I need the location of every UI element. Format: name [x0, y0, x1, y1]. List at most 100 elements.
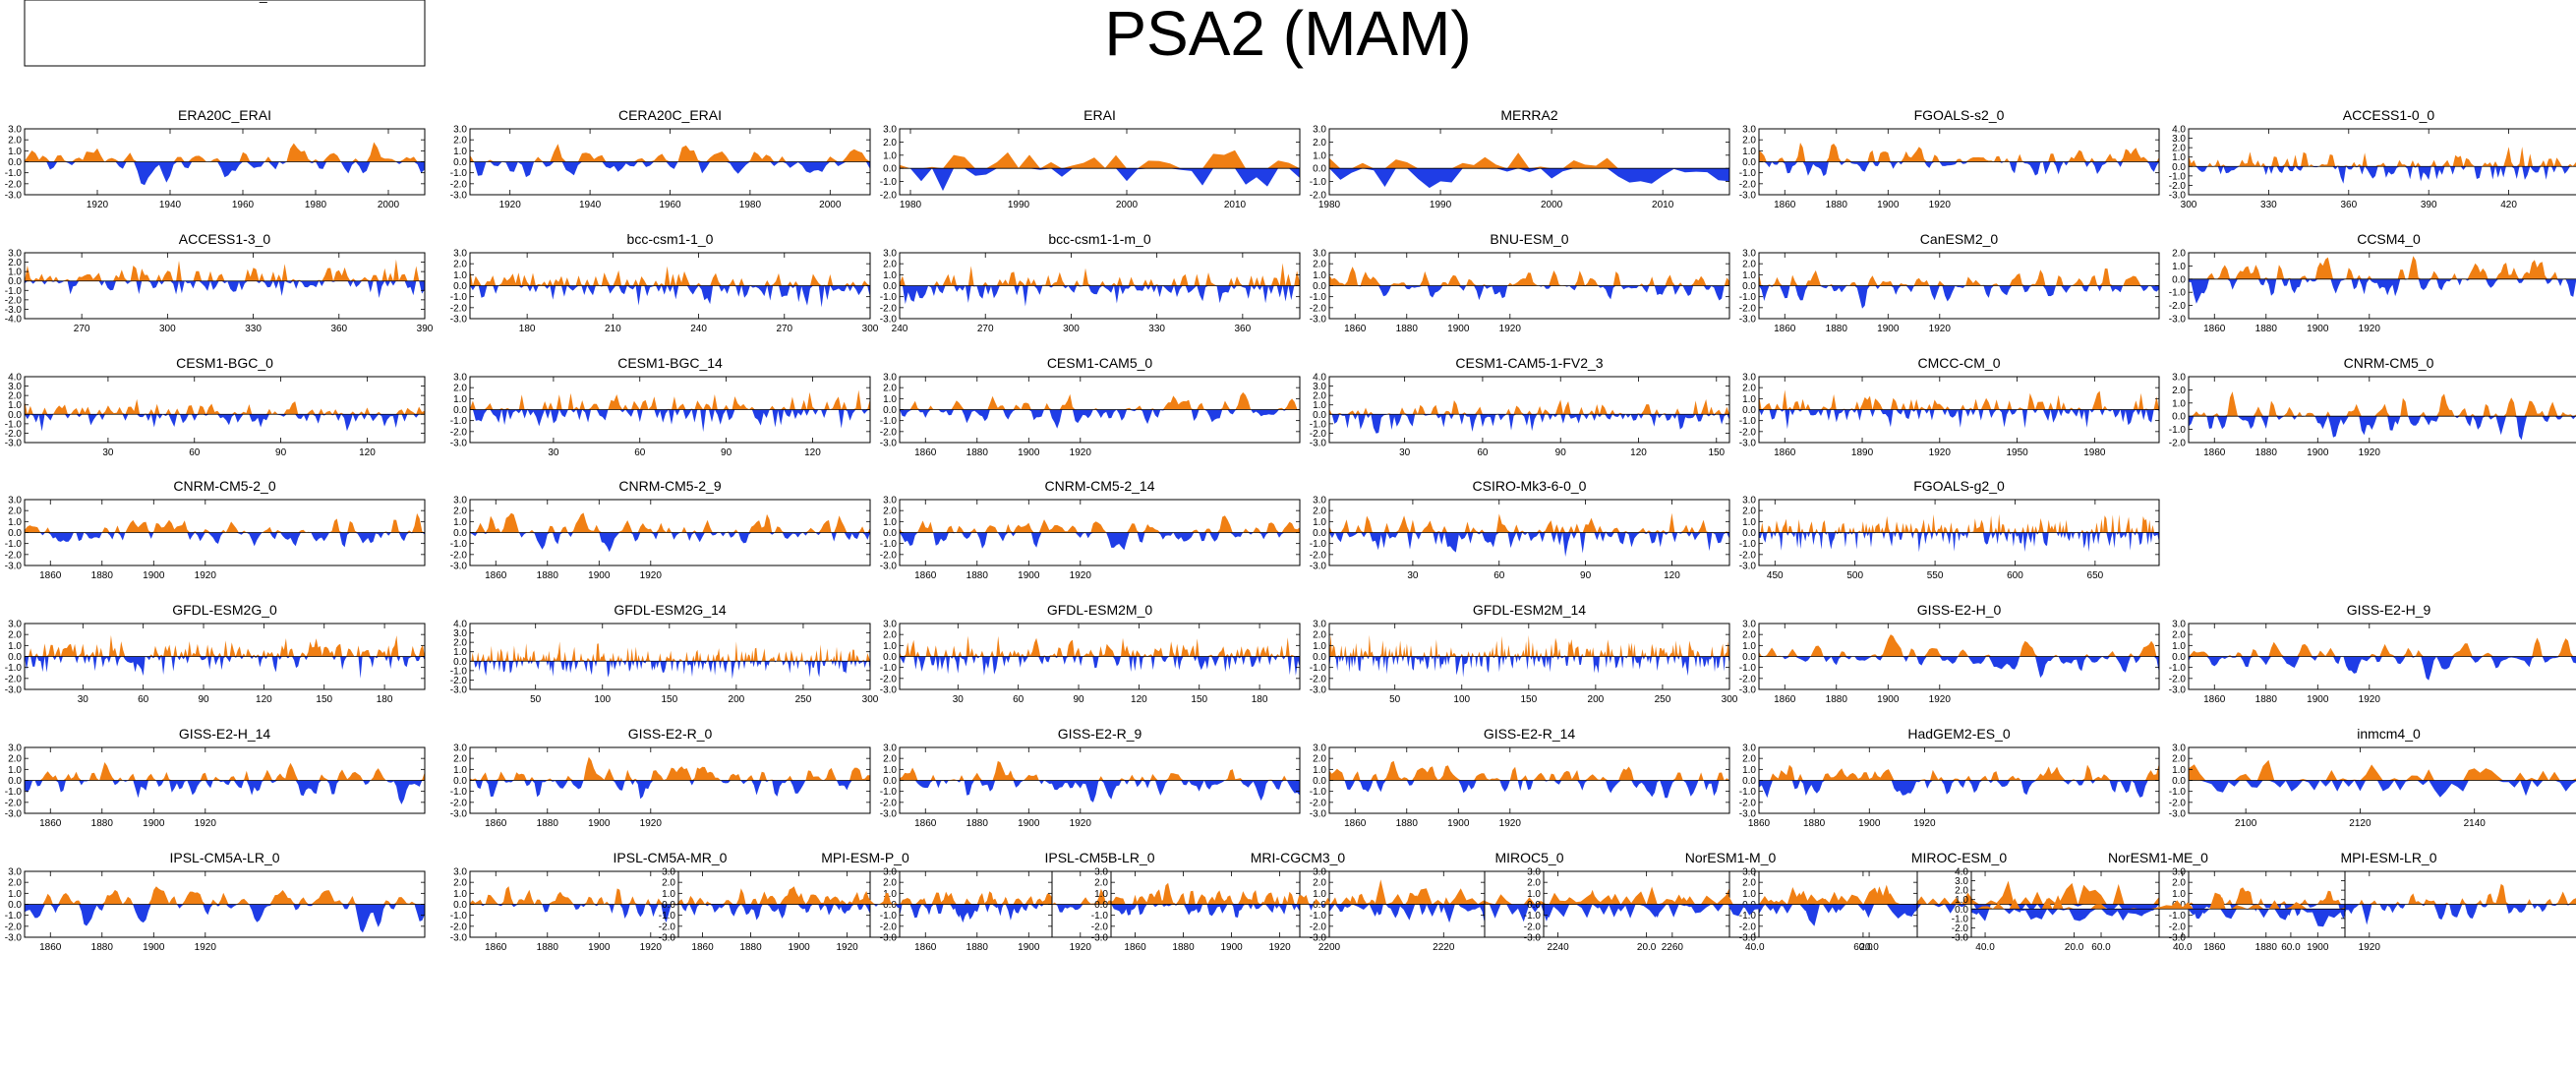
- x-tick-label: 1920: [1070, 447, 1092, 458]
- positive-area: [1329, 760, 1729, 781]
- negative-area: [678, 904, 1052, 923]
- x-tick-label: 420: [2500, 200, 2517, 210]
- panel-gfdl-esm2g-0: GFDL-ESM2G_0 3.02.01.00.0-1.0-2.0-3.0 30 60…: [5, 602, 426, 705]
- positive-area: [1759, 634, 2159, 657]
- y-tick-label: -1.0: [1310, 177, 1327, 188]
- x-tick-label: 1980: [2083, 447, 2106, 458]
- x-tick-label: 1860: [2203, 694, 2226, 705]
- positive-area: [2189, 256, 2576, 279]
- negative-area: [25, 161, 425, 186]
- panel-title: CESM1-CAM5_0: [1047, 355, 1153, 371]
- y-tick-label: 2.0: [1742, 136, 1756, 147]
- x-tick-label: 1920: [2359, 447, 2381, 458]
- panel-hadgem2-es-0: HadGEM2-ES_0 3.02.01.00.0-1.0-2.0-3.01860…: [1739, 726, 2160, 829]
- y-tick-label: 3.0: [1094, 867, 1108, 878]
- y-tick-label: 2.0: [8, 754, 22, 765]
- negative-area: [1971, 909, 2345, 927]
- x-tick-label: 300: [159, 324, 176, 334]
- panel-cmcc-cm-0: CMCC-CM_0 3.02.01.00.0-1.0-2.0-3.0 1860 189…: [1739, 355, 2160, 458]
- panel-cesm1-cam5-1-fv2-3: CESM1-CAM5-1-FV2_3 4.03.02.01.00.0-1.0-2.…: [1310, 355, 1730, 458]
- y-tick-label: -2.0: [1952, 923, 1969, 934]
- x-tick-label: 90: [1580, 570, 1592, 581]
- y-tick-label: 2.0: [1094, 878, 1108, 889]
- y-tick-label: 3.0: [453, 125, 467, 136]
- y-tick-label: -3.0: [1310, 809, 1327, 820]
- y-tick-label: -2.0: [1310, 674, 1327, 684]
- x-tick-label: 1880: [1396, 324, 1419, 334]
- panel-title: CESM1-BGC_14: [617, 355, 723, 371]
- plot-frame: [2188, 252, 2576, 320]
- panel-gfdl-esm2m-0: GFDL-ESM2M_0 3.02.01.00.0-1.0-2.0-3.0 30 60…: [880, 602, 1301, 705]
- x-tick-label: 30: [102, 447, 114, 458]
- y-tick-label: 0.0: [8, 157, 22, 168]
- y-tick-label: -1.0: [880, 416, 898, 427]
- panel-title: MPI-ESM-P_0: [821, 850, 909, 865]
- y-tick-label: -1.0: [450, 539, 468, 550]
- panel-title: CanESM2_0: [1920, 231, 1999, 247]
- y-tick-label: 0.0: [453, 157, 467, 168]
- x-tick-label: 1920: [1929, 200, 1952, 210]
- y-tick-label: -2.0: [450, 676, 468, 686]
- x-tick-label: 1900: [1018, 942, 1040, 953]
- negative-area: [470, 161, 870, 178]
- y-tick-label: 0.0: [1742, 528, 1756, 539]
- panel-noresm1-m-0: NorESM1-M_03.02.01.00.0-1.0-2.0-3.020.0 4…: [1524, 850, 1918, 953]
- plot-frame: [1970, 870, 2346, 938]
- panel-ipsl-cm5a-lr-0: IPSL-CM5A-LR_0 3.02.01.00.0-1.0-2.0-3.0 18…: [5, 850, 426, 953]
- positive-area: [470, 886, 870, 905]
- y-tick-label: 2.0: [8, 878, 22, 889]
- panel-title: BNU-ESM_0: [1490, 231, 1568, 247]
- negative-area: [900, 904, 1300, 921]
- y-tick-label: 0.0: [1313, 164, 1326, 175]
- x-tick-label: 1860: [1774, 200, 1796, 210]
- y-tick-label: 4.0: [453, 620, 467, 630]
- negative-area: [900, 285, 1300, 307]
- y-tick-label: -1.0: [1310, 292, 1327, 303]
- y-tick-label: -2.0: [2169, 439, 2187, 449]
- y-tick-label: -1.0: [5, 0, 23, 3]
- negative-area: [1759, 532, 2159, 553]
- y-tick-label: 1.0: [8, 268, 22, 278]
- x-tick-label: 1900: [1858, 818, 1881, 829]
- x-tick-label: 1860: [39, 570, 62, 581]
- y-tick-label: 2.0: [1313, 754, 1326, 765]
- y-tick-label: -3.0: [1739, 809, 1757, 820]
- y-tick-label: -1.0: [880, 539, 898, 550]
- x-tick-label: 330: [2260, 200, 2277, 210]
- y-tick-label: -2.0: [450, 550, 468, 561]
- x-tick-label: 1880: [91, 942, 114, 953]
- negative-area: [1544, 904, 1917, 926]
- panel-title: CSIRO-Mk3-6-0_0: [1473, 478, 1587, 494]
- y-tick-label: 1.0: [1527, 889, 1541, 900]
- x-tick-label: 200: [729, 694, 745, 705]
- negative-area: [900, 409, 1300, 429]
- y-tick-label: 3.0: [1527, 867, 1541, 878]
- x-tick-label: 1880: [537, 942, 559, 953]
- y-tick-label: 2.0: [1313, 630, 1326, 641]
- y-tick-label: 1.0: [8, 400, 22, 411]
- x-tick-label: 60.0: [1853, 942, 1873, 953]
- x-tick-label: 1860: [914, 818, 937, 829]
- x-tick-label: 120: [1630, 447, 1647, 458]
- panel-title: ERA20C_ERAI: [178, 107, 271, 123]
- y-tick-label: -1.0: [450, 787, 468, 798]
- negative-area: [470, 532, 870, 553]
- y-tick-label: -2.0: [1739, 798, 1757, 808]
- positive-area: [1759, 762, 2159, 781]
- x-tick-label: 1900: [1877, 324, 1900, 334]
- panel-title: CESM1-BGC_0: [176, 355, 273, 371]
- x-tick-label: 2000: [1541, 200, 1563, 210]
- y-tick-label: -3.0: [880, 562, 898, 572]
- y-tick-label: -1.0: [1310, 911, 1327, 922]
- x-tick-label: 120: [1664, 570, 1680, 581]
- x-tick-label: 1900: [143, 942, 165, 953]
- x-tick-label: 1920: [1929, 447, 1952, 458]
- panel-title: ACCESS1-0_0: [2343, 107, 2435, 123]
- y-tick-label: 0.0: [1313, 281, 1326, 292]
- x-tick-label: 1920: [1499, 818, 1522, 829]
- y-tick-label: 2.0: [662, 878, 675, 889]
- x-tick-label: 30: [548, 447, 559, 458]
- y-tick-label: 0.0: [453, 405, 467, 416]
- y-tick-label: 0.0: [2172, 162, 2186, 173]
